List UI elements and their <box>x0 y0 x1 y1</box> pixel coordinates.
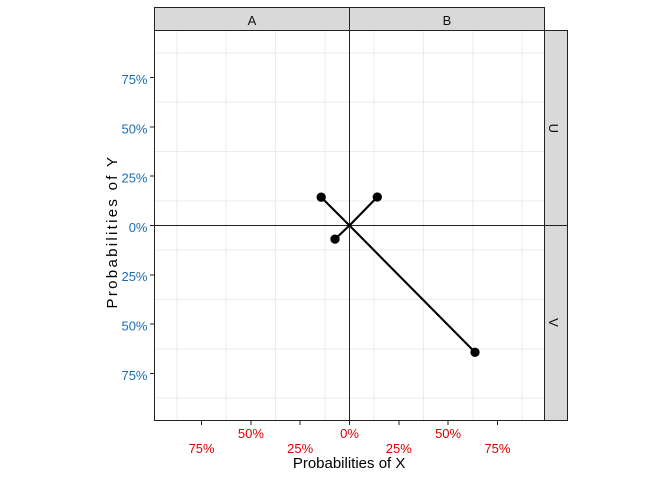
svg-text:50%: 50% <box>238 426 264 441</box>
svg-text:25%: 25% <box>386 441 412 456</box>
svg-text:50%: 50% <box>121 319 147 334</box>
svg-text:75%: 75% <box>189 441 215 456</box>
svg-text:75%: 75% <box>121 368 147 383</box>
svg-text:A: A <box>248 13 257 28</box>
svg-text:0%: 0% <box>129 220 148 235</box>
svg-text:25%: 25% <box>287 441 313 456</box>
svg-text:U: U <box>546 124 561 133</box>
svg-text:Probabilities of Y: Probabilities of Y <box>104 155 121 309</box>
svg-text:25%: 25% <box>121 171 147 186</box>
svg-text:B: B <box>443 13 452 28</box>
svg-text:V: V <box>546 318 561 327</box>
svg-text:Probabilities of X: Probabilities of X <box>293 455 406 472</box>
svg-text:0%: 0% <box>340 426 359 441</box>
svg-text:75%: 75% <box>484 441 510 456</box>
svg-text:25%: 25% <box>121 269 147 284</box>
svg-text:75%: 75% <box>121 72 147 87</box>
svg-text:50%: 50% <box>435 426 461 441</box>
svg-text:50%: 50% <box>121 121 147 136</box>
